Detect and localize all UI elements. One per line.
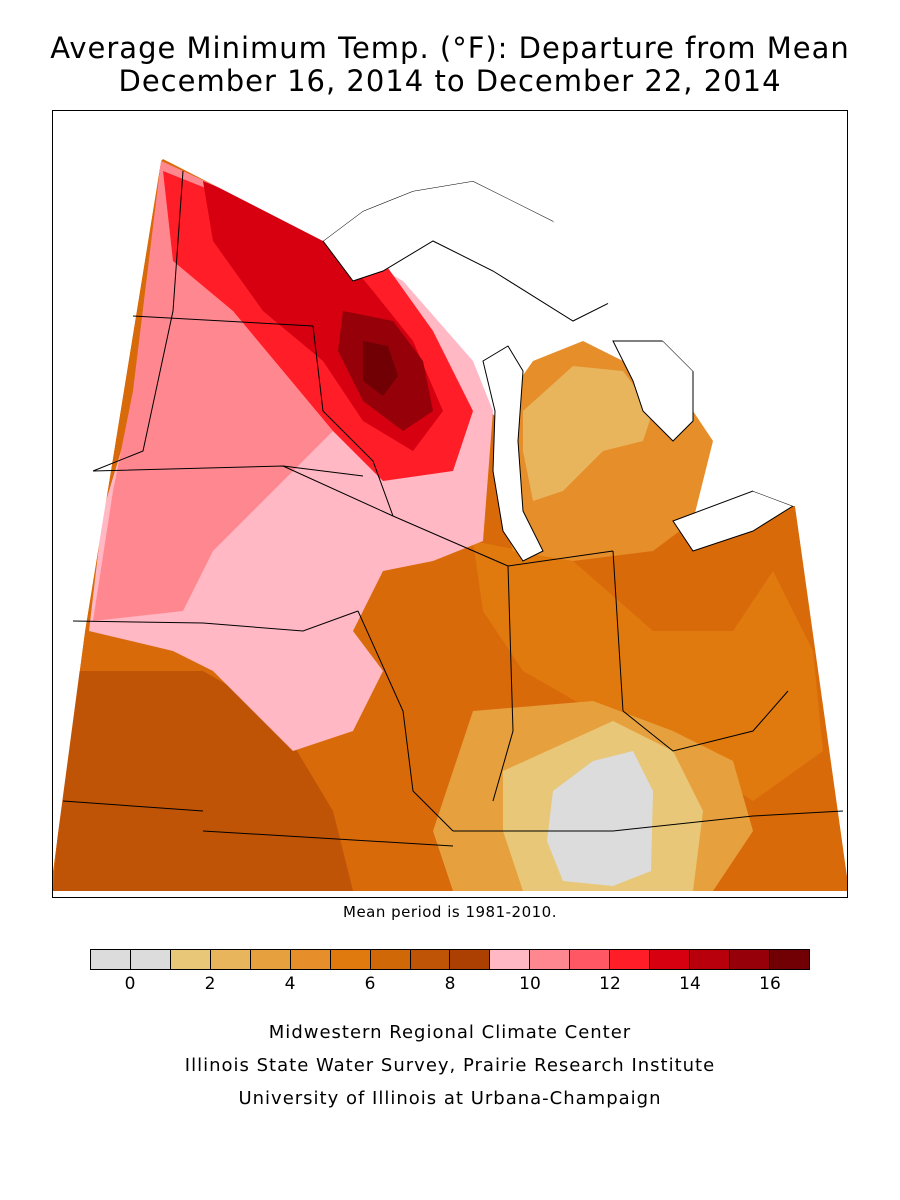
border-ks-ok (62, 800, 204, 812)
border-wi-il (392, 515, 509, 567)
anomaly-zone-michigan-light (523, 366, 653, 501)
color-legend-labels: 0 2 4 6 8 10 12 14 16 (90, 974, 810, 998)
map-edge-right (795, 506, 847, 877)
border-in-oh (612, 550, 624, 712)
legend-tick-label: 10 (519, 974, 541, 994)
map-date-range: December 16, 2014 to December 22, 2014 (118, 64, 782, 98)
legend-swatch (370, 950, 411, 969)
legend-swatch (170, 950, 211, 969)
legend-swatch (210, 950, 251, 969)
legend-swatch (570, 950, 611, 969)
legend-swatch (490, 950, 531, 969)
lake-michigan (482, 345, 544, 562)
credit-mrcc: Midwestern Regional Climate Center (268, 1022, 632, 1043)
legend-swatch (250, 950, 291, 969)
legend-swatch (650, 950, 691, 969)
legend-tick-label: 6 (364, 974, 376, 994)
state-borders (62, 170, 844, 847)
legend-swatch (91, 950, 131, 969)
legend-tick-label: 12 (599, 974, 621, 994)
border-mn-nd (92, 170, 184, 472)
border-mo-il (357, 610, 454, 832)
border-mn-wi (312, 325, 394, 517)
border-ky-tn (453, 810, 844, 832)
legend-swatch (410, 950, 451, 969)
legend-tick-label: 8 (444, 974, 456, 994)
border-mo-ar (202, 830, 454, 847)
legend-swatch (530, 950, 571, 969)
border-il-in (492, 565, 514, 802)
legend-tick-label: 16 (759, 974, 781, 994)
legend-tick-label: 0 (124, 974, 136, 994)
border-oh-ky (622, 690, 789, 752)
anomaly-map (52, 110, 848, 898)
legend-swatch (330, 950, 371, 969)
anomaly-zone-gray (547, 751, 653, 886)
mean-period-note: Mean period is 1981-2010. (343, 903, 557, 921)
legend-swatch (690, 950, 730, 969)
credit-uiuc: University of Illinois at Urbana-Champai… (238, 1088, 662, 1109)
legend-swatch (769, 950, 809, 969)
legend-tick-label: 2 (204, 974, 216, 994)
legend-swatch (610, 950, 651, 969)
legend-swatch (130, 950, 171, 969)
legend-tick-label: 14 (679, 974, 701, 994)
border-mi-in (507, 550, 614, 567)
legend-swatch (450, 950, 491, 969)
anomaly-map-svg (53, 111, 847, 891)
legend-swatch (290, 950, 331, 969)
lake-erie (672, 490, 795, 552)
legend-tick-label: 4 (284, 974, 296, 994)
anomaly-zone-brown-2 (473, 541, 823, 801)
map-edge-left (53, 111, 161, 871)
anomaly-zone-max (363, 341, 398, 396)
credit-isws: Illinois State Water Survey, Prairie Res… (184, 1055, 716, 1076)
map-title: Average Minimum Temp. (°F): Departure fr… (50, 31, 850, 65)
border-nd-sd (132, 315, 314, 327)
border-ne-ks (72, 620, 204, 624)
border-mn-ia (282, 465, 394, 517)
border-ia-mo (202, 610, 359, 632)
canada-white (153, 111, 847, 506)
color-legend (90, 949, 810, 970)
legend-swatch (730, 950, 770, 969)
